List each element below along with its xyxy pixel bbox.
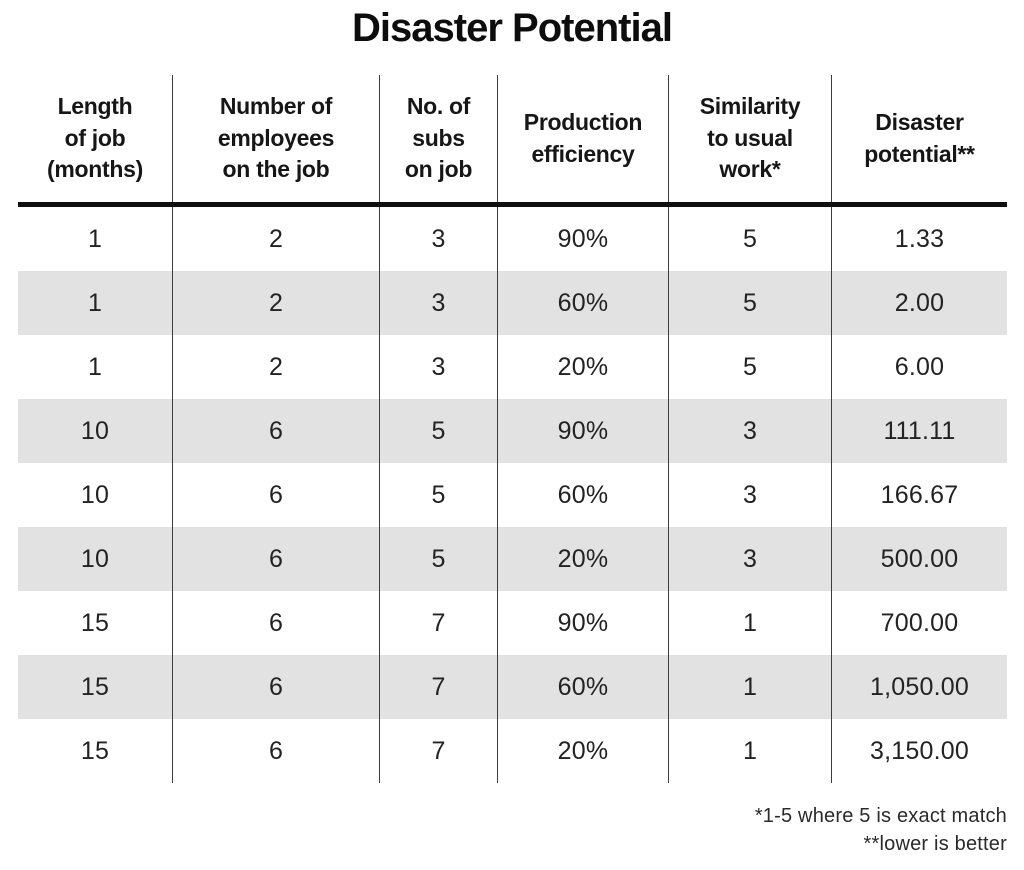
disaster-potential-table: Length of job (months) Number of employe…	[18, 75, 1007, 783]
table-cell: 1	[669, 591, 832, 655]
table-title: Disaster Potential	[352, 6, 673, 50]
table-cell: 90%	[498, 207, 669, 271]
table-cell: 3,150.00	[870, 736, 969, 765]
table-row: 10 6 5 20% 3 500.00	[18, 527, 1007, 591]
table-cell: 90%	[498, 399, 669, 463]
table-cell: 10	[18, 527, 173, 591]
table-row: 10 6 5 90% 3 111.11	[18, 399, 1007, 463]
table-cell: 7	[380, 591, 498, 655]
table-cell: 7	[380, 719, 498, 783]
table-cell: 3	[380, 335, 498, 399]
table-cell: 20%	[498, 335, 669, 399]
table-cell: 90%	[498, 591, 669, 655]
table-row: 1 2 3 90% 5 1.33	[18, 207, 1007, 271]
table-cell: 3	[669, 399, 832, 463]
table-cell: 10	[18, 463, 173, 527]
footnotes: *1-5 where 5 is exact match **lower is b…	[18, 802, 1007, 858]
table-cell: 15	[18, 719, 173, 783]
table-cell: 3	[380, 271, 498, 335]
table-cell: 6	[173, 719, 380, 783]
table-cell: 15	[18, 591, 173, 655]
table-cell: 2	[173, 271, 380, 335]
table-cell: 6	[173, 399, 380, 463]
table-cell: 20%	[498, 719, 669, 783]
table-cell: 1	[669, 719, 832, 783]
table-cell: 6	[173, 591, 380, 655]
footnote-lower-is-better: **lower is better	[863, 833, 1007, 855]
footnote-similarity-scale: *1-5 where 5 is exact match	[754, 805, 1007, 827]
column-header-length-of-job: Length of job (months)	[18, 75, 173, 202]
table-cell: 500.00	[880, 544, 959, 573]
table-cell: 2.00	[894, 288, 945, 317]
table-cell: 60%	[498, 463, 669, 527]
table-cell: 20%	[498, 527, 669, 591]
table-cell: 15	[18, 655, 173, 719]
table-cell: 5	[669, 335, 832, 399]
table-cell: 6	[173, 527, 380, 591]
table-cell: 6	[173, 655, 380, 719]
table-cell: 7	[380, 655, 498, 719]
table-cell: 5	[669, 207, 832, 271]
column-header-similarity-to-usual-work: Similarity to usual work*	[669, 75, 832, 202]
table-cell: 5	[380, 527, 498, 591]
column-header-no-of-subs: No. of subs on job	[380, 75, 498, 202]
table-cell: 1	[18, 271, 173, 335]
table-cell: 2	[173, 207, 380, 271]
table-cell: 10	[18, 399, 173, 463]
table-row: 10 6 5 60% 3 166.67	[18, 463, 1007, 527]
table-cell: 5	[380, 399, 498, 463]
table-cell: 111.11	[883, 416, 956, 445]
column-header-disaster-potential: Disaster potential**	[864, 108, 975, 167]
table-cell: 60%	[498, 271, 669, 335]
table-cell: 3	[380, 207, 498, 271]
table-cell: 1	[18, 207, 173, 271]
table-body: 1 2 3 90% 5 1.33 1 2 3 60% 5 2.00 1 2 3 20% 5 6.00 10 6 5 90%…	[18, 207, 1007, 783]
table-row: 1 2 3 20% 5 6.00	[18, 335, 1007, 399]
table-cell: 3	[669, 527, 832, 591]
table-cell: 1	[18, 335, 173, 399]
table-cell: 700.00	[880, 608, 959, 637]
table-cell: 3	[669, 463, 832, 527]
table-row: 15 6 7 90% 1 700.00	[18, 591, 1007, 655]
table-cell: 1	[669, 655, 832, 719]
table-cell: 6	[173, 463, 380, 527]
column-header-number-of-employees: Number of employees on the job	[173, 75, 380, 202]
table-cell: 6.00	[894, 352, 945, 381]
table-header-row: Length of job (months) Number of employe…	[18, 75, 1007, 207]
table-row: 1 2 3 60% 5 2.00	[18, 271, 1007, 335]
table-cell: 2	[173, 335, 380, 399]
table-cell: 5	[380, 463, 498, 527]
table-row: 15 6 7 60% 1 1,050.00	[18, 655, 1007, 719]
table-cell: 1,050.00	[870, 672, 969, 701]
table-cell: 1.33	[894, 224, 945, 253]
table-cell: 166.67	[880, 480, 959, 509]
table-row: 15 6 7 20% 1 3,150.00	[18, 719, 1007, 783]
table-cell: 60%	[498, 655, 669, 719]
table-cell: 5	[669, 271, 832, 335]
column-header-production-efficiency: Production efficiency	[498, 75, 669, 202]
